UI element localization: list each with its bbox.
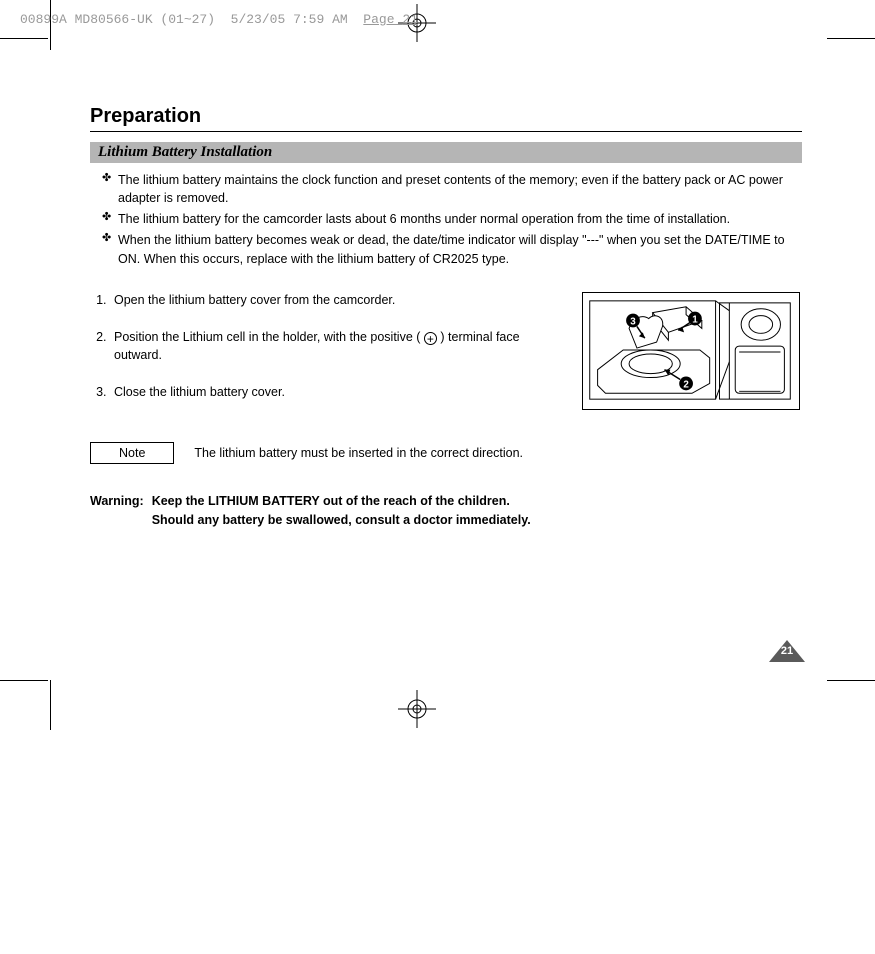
registration-mark-bottom <box>398 690 436 733</box>
warning-block: Warning: Keep the LITHIUM BATTERY out of… <box>90 492 802 531</box>
bullet-item: The lithium battery for the camcorder la… <box>102 210 802 228</box>
callout-3: 3 <box>630 316 636 327</box>
warning-label: Warning: <box>90 492 144 531</box>
crop-mark <box>827 38 875 39</box>
warning-body: Keep the LITHIUM BATTERY out of the reac… <box>152 492 531 531</box>
bullet-list: The lithium battery maintains the clock … <box>90 171 802 268</box>
page-number-tab: 21 <box>769 640 805 662</box>
bullet-item: When the lithium battery becomes weak or… <box>102 231 802 267</box>
note-text: The lithium battery must be inserted in … <box>194 446 523 460</box>
plus-icon: + <box>424 332 437 345</box>
note-label: Note <box>90 442 174 464</box>
bullet-item: The lithium battery maintains the clock … <box>102 171 802 207</box>
print-date: 5/23/05 7:59 AM <box>231 12 348 27</box>
note-row: Note The lithium battery must be inserte… <box>90 442 802 464</box>
print-page-num: 21 <box>402 12 418 27</box>
step-item: Open the lithium battery cover from the … <box>110 292 562 310</box>
warning-line: Keep the LITHIUM BATTERY out of the reac… <box>152 492 531 511</box>
subsection-heading: Lithium Battery Installation <box>90 142 802 163</box>
print-code: 00899A MD80566-UK (01~27) <box>20 12 215 27</box>
crop-mark <box>0 38 48 39</box>
print-page-word: Page <box>363 12 394 27</box>
crop-mark <box>827 680 875 681</box>
warning-line: Should any battery be swallowed, consult… <box>152 511 531 530</box>
callout-2: 2 <box>683 379 689 390</box>
crop-mark <box>50 680 51 730</box>
page-content: Preparation Lithium Battery Installation… <box>90 105 802 530</box>
battery-illustration: 1 2 3 <box>582 292 800 410</box>
steps-list: Open the lithium battery cover from the … <box>90 292 562 422</box>
step-item: Position the Lithium cell in the holder,… <box>110 329 562 364</box>
crop-mark <box>0 680 48 681</box>
callout-1: 1 <box>692 314 698 325</box>
section-heading: Preparation <box>90 105 802 132</box>
step-item: Close the lithium battery cover. <box>110 384 562 402</box>
step-text: Position the Lithium cell in the holder,… <box>114 330 420 344</box>
page-number: 21 <box>769 645 805 657</box>
print-header: 00899A MD80566-UK (01~27) 5/23/05 7:59 A… <box>20 12 418 27</box>
